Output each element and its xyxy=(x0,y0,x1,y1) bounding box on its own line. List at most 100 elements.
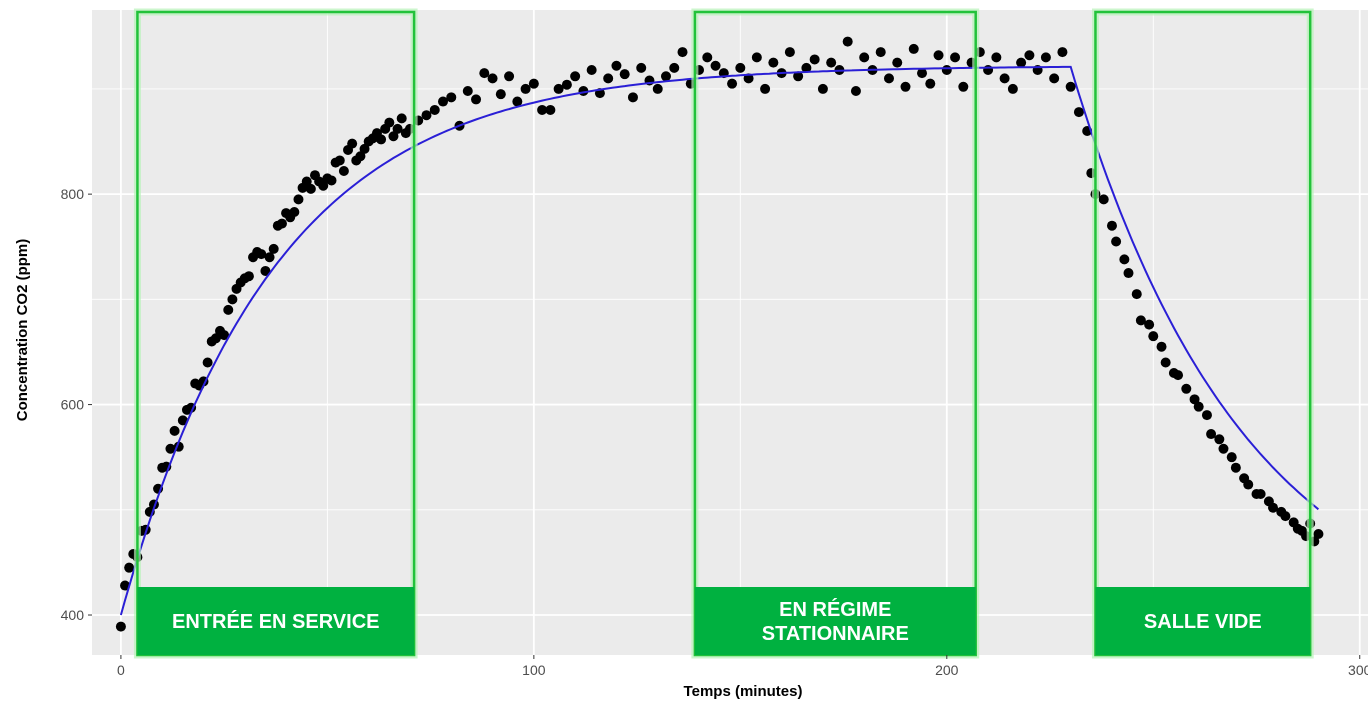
data-point xyxy=(999,73,1010,84)
data-point xyxy=(165,443,176,454)
data-point xyxy=(227,294,238,305)
data-point xyxy=(243,271,254,282)
data-point xyxy=(338,165,349,176)
data-point xyxy=(1230,462,1241,473)
data-point xyxy=(1313,528,1324,539)
data-point xyxy=(1189,394,1200,405)
phase-label-background xyxy=(1095,587,1311,655)
data-point xyxy=(677,47,688,58)
data-point xyxy=(900,81,911,92)
data-point xyxy=(660,71,671,82)
data-point xyxy=(1073,107,1084,118)
data-point xyxy=(917,68,928,79)
data-point xyxy=(751,52,762,63)
data-point xyxy=(1193,401,1204,412)
data-point xyxy=(264,252,275,263)
data-point xyxy=(545,104,556,115)
data-point xyxy=(268,243,279,254)
data-point xyxy=(619,69,630,80)
data-point xyxy=(438,96,449,107)
y-tick-label: 800 xyxy=(61,186,85,202)
data-point xyxy=(892,57,903,68)
data-point xyxy=(586,64,597,75)
data-point xyxy=(318,180,329,191)
data-point xyxy=(760,83,771,94)
data-point xyxy=(1016,57,1027,68)
x-axis-title: Temps (minutes) xyxy=(684,683,803,700)
data-point xyxy=(553,83,564,94)
data-point xyxy=(124,562,135,573)
data-point xyxy=(487,73,498,84)
data-point xyxy=(504,71,515,82)
data-point xyxy=(384,117,395,128)
data-point xyxy=(826,57,837,68)
data-point xyxy=(177,415,188,426)
data-point xyxy=(1201,410,1212,421)
data-point xyxy=(1007,83,1018,94)
data-point xyxy=(512,96,523,107)
data-point xyxy=(636,62,647,73)
data-point xyxy=(429,104,440,115)
data-point xyxy=(1098,194,1109,205)
data-point xyxy=(561,79,572,90)
data-point xyxy=(392,123,403,134)
data-point xyxy=(347,138,358,149)
data-point xyxy=(210,333,221,344)
phase-label-background xyxy=(137,587,415,655)
data-point xyxy=(388,131,399,142)
data-point xyxy=(710,60,721,71)
x-tick-label: 200 xyxy=(935,662,959,678)
data-point xyxy=(652,83,663,94)
data-point xyxy=(1049,73,1060,84)
data-point xyxy=(326,175,337,186)
data-point xyxy=(1024,50,1035,61)
data-point xyxy=(115,621,126,632)
data-point xyxy=(1040,52,1051,63)
data-point xyxy=(376,134,387,145)
data-point xyxy=(293,194,304,205)
data-point xyxy=(735,62,746,73)
data-point xyxy=(1144,319,1155,330)
data-point xyxy=(1268,502,1279,513)
data-point xyxy=(1156,341,1167,352)
data-point xyxy=(801,62,812,73)
data-point xyxy=(276,218,287,229)
data-point xyxy=(446,92,457,103)
data-point xyxy=(301,176,312,187)
data-point xyxy=(908,43,919,54)
data-point xyxy=(223,304,234,315)
data-point xyxy=(495,89,506,100)
y-axis-ticks: 400 600 800 xyxy=(61,186,92,623)
x-tick-label: 300 xyxy=(1348,662,1368,678)
data-point xyxy=(1280,511,1291,522)
data-point xyxy=(528,78,539,89)
data-point xyxy=(669,62,680,73)
data-point xyxy=(702,52,713,63)
data-point xyxy=(991,52,1002,63)
data-point xyxy=(958,81,969,92)
x-tick-label: 0 xyxy=(117,662,125,678)
data-point xyxy=(260,265,271,276)
data-point xyxy=(817,83,828,94)
data-point xyxy=(1148,331,1159,342)
data-point xyxy=(1119,254,1130,265)
phase-label: ENTRÉE EN SERVICE xyxy=(172,610,379,633)
data-point xyxy=(793,71,804,82)
data-point xyxy=(603,73,614,84)
data-point xyxy=(875,47,886,58)
data-point xyxy=(1243,479,1254,490)
data-point xyxy=(1135,315,1146,326)
data-point xyxy=(925,78,936,89)
data-point xyxy=(570,71,581,82)
data-point xyxy=(396,113,407,124)
data-point xyxy=(950,52,961,63)
data-point xyxy=(305,183,316,194)
data-point xyxy=(933,50,944,61)
data-point xyxy=(1181,383,1192,394)
data-point xyxy=(202,357,213,368)
data-point xyxy=(289,207,300,218)
data-point xyxy=(1206,429,1217,440)
data-point xyxy=(421,110,432,121)
x-axis-ticks: 0 100 200 300 xyxy=(117,655,1368,678)
y-axis-title: Concentration CO2 (ppm) xyxy=(14,239,31,422)
